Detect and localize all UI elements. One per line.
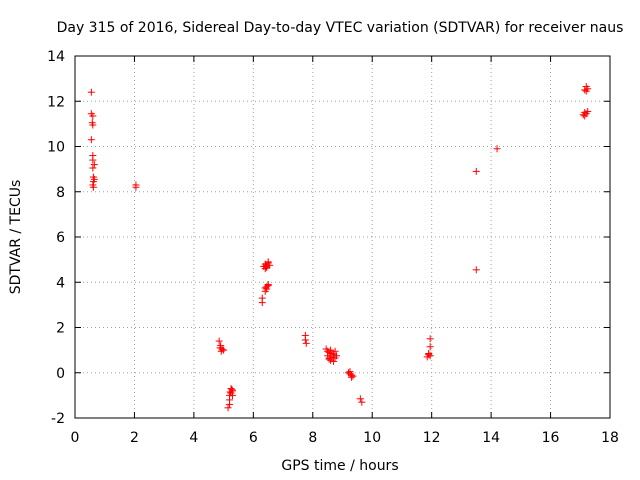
y-tick-label: 12 bbox=[47, 94, 65, 110]
data-point bbox=[333, 352, 341, 360]
x-tick-label: 0 bbox=[71, 430, 80, 446]
data-point bbox=[328, 350, 336, 358]
x-tick-label: 6 bbox=[249, 430, 258, 446]
x-tick-labels: 0 2 4 6 8 10 12 14 16 18 bbox=[71, 430, 619, 446]
y-axis-label: SDTVAR / TECUs bbox=[8, 180, 24, 295]
y-tick-label: 0 bbox=[56, 366, 65, 382]
y-tick-label: 2 bbox=[56, 321, 65, 337]
data-point bbox=[581, 112, 589, 120]
data-point bbox=[330, 351, 338, 359]
data-point bbox=[87, 88, 95, 96]
data-point bbox=[582, 83, 590, 91]
data-points bbox=[87, 83, 592, 412]
data-point bbox=[264, 258, 272, 266]
y-tick-label: -2 bbox=[51, 411, 65, 427]
y-tick-label: 6 bbox=[56, 230, 65, 246]
data-point bbox=[349, 372, 357, 380]
data-point bbox=[262, 262, 270, 270]
x-tick-label: 10 bbox=[363, 430, 381, 446]
x-tick-label: 18 bbox=[601, 430, 619, 446]
data-point bbox=[89, 121, 97, 129]
grid bbox=[75, 56, 610, 418]
data-point bbox=[89, 112, 97, 120]
y-tick-label: 10 bbox=[47, 140, 65, 156]
data-point bbox=[358, 398, 366, 406]
x-tick-label: 8 bbox=[308, 430, 317, 446]
axis-ticks bbox=[74, 55, 611, 419]
data-point bbox=[493, 145, 501, 153]
data-point bbox=[327, 356, 335, 364]
x-tick-label: 4 bbox=[189, 430, 198, 446]
y-tick-label: 14 bbox=[47, 49, 65, 65]
data-point bbox=[472, 266, 480, 274]
data-point bbox=[581, 86, 589, 94]
data-point bbox=[266, 261, 274, 269]
x-tick-label: 12 bbox=[423, 430, 441, 446]
data-point bbox=[89, 156, 97, 164]
data-point bbox=[90, 161, 98, 169]
data-point bbox=[347, 373, 355, 381]
chart-title: Day 315 of 2016, Sidereal Day-to-day VTE… bbox=[57, 20, 624, 36]
y-tick-labels: -2 0 2 4 6 8 10 12 14 bbox=[47, 49, 65, 427]
data-point bbox=[426, 343, 434, 351]
y-tick-label: 8 bbox=[56, 185, 65, 201]
data-point bbox=[224, 404, 232, 412]
data-point bbox=[227, 385, 235, 393]
y-tick-label: 4 bbox=[56, 275, 65, 291]
data-point bbox=[325, 355, 333, 363]
data-point bbox=[263, 285, 271, 293]
data-point bbox=[215, 337, 223, 345]
data-point bbox=[301, 336, 309, 344]
data-point bbox=[89, 164, 97, 172]
data-point bbox=[425, 350, 433, 358]
x-tick-label: 16 bbox=[542, 430, 560, 446]
data-point bbox=[89, 183, 97, 191]
x-tick-label: 14 bbox=[482, 430, 500, 446]
data-point bbox=[330, 357, 338, 365]
data-point bbox=[327, 346, 335, 354]
x-axis-label: GPS time / hours bbox=[281, 458, 398, 474]
data-point bbox=[258, 299, 266, 307]
x-tick-label: 2 bbox=[130, 430, 139, 446]
data-point bbox=[426, 335, 434, 343]
data-point bbox=[584, 107, 592, 115]
data-point bbox=[87, 136, 95, 144]
data-point bbox=[346, 368, 354, 376]
data-point bbox=[472, 167, 480, 175]
data-point bbox=[217, 347, 225, 355]
data-point bbox=[264, 282, 272, 290]
data-point bbox=[132, 183, 140, 191]
data-point bbox=[228, 386, 236, 394]
data-point bbox=[302, 339, 310, 347]
data-point bbox=[356, 395, 364, 403]
